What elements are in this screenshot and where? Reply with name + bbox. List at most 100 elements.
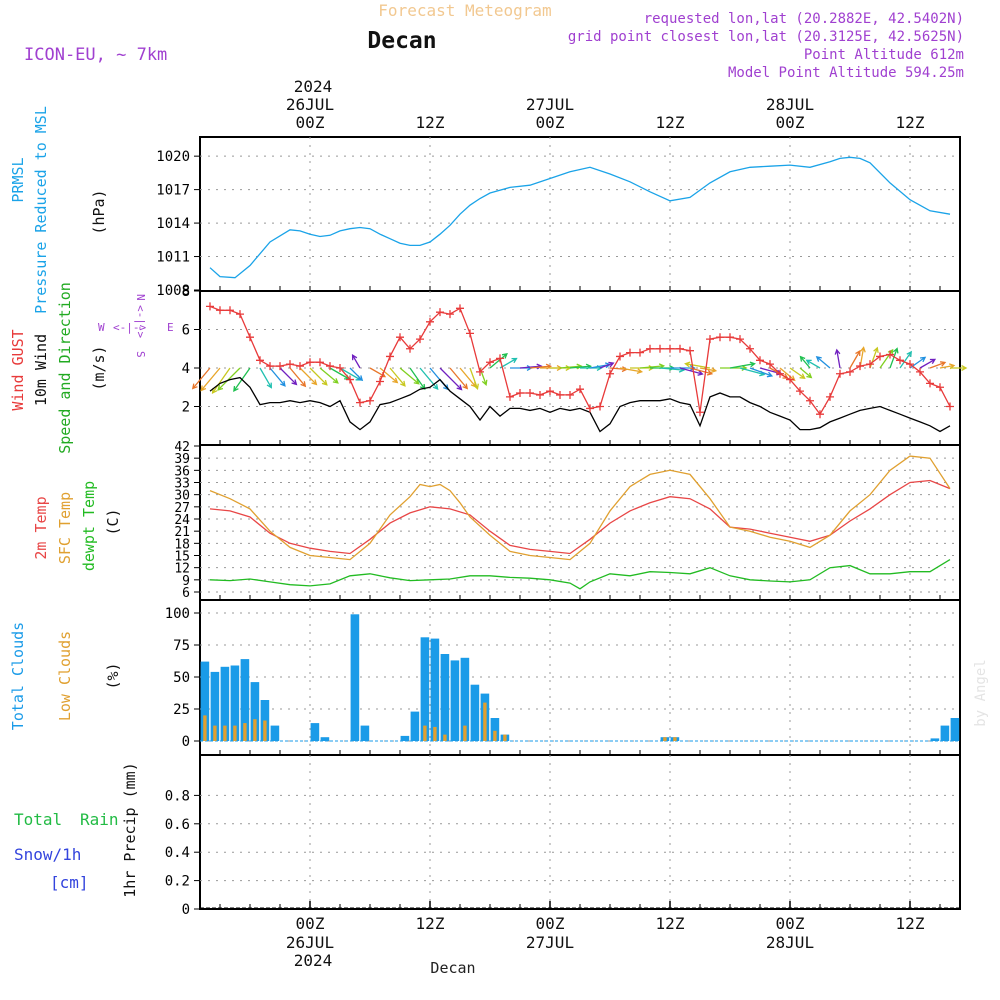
wind-direction-arrow [469,367,479,390]
total-clouds-bar [460,657,470,741]
temp-frame [199,444,961,601]
wind-gust-series-point [296,362,304,371]
temp-ytick-label: 9 [182,574,190,589]
model-point-altitude: Model Point Altitude 594.25m [728,65,964,81]
wind-direction-arrow [259,367,272,389]
wind-label-10m: 10m Wind [32,334,50,406]
wind-direction-arrow [699,367,718,374]
wind-direction-arrow [191,367,211,390]
total-clouds-bar [320,737,330,741]
credit-watermark: by Angel [973,659,989,726]
wind-gust-series-point [896,356,904,365]
total-clouds-bar [400,735,410,741]
wind-unit: (m/s) [90,345,108,390]
wind-label-speed-dir: Speed and Direction [56,282,74,454]
low-clouds-bar [223,725,227,741]
total-clouds-bar [470,684,480,741]
precip-ytick-label: 0.4 [165,845,190,861]
top-hour-label: 12Z [416,113,445,132]
wind-gust-series-point [286,360,294,369]
compass-east: E [167,321,174,334]
compass-north: N [134,294,147,301]
clouds-unit: (%) [104,662,122,689]
clouds-ytick-label: 75 [173,638,190,654]
wind-gust-series-point [336,364,344,372]
precip-ytick-label: 0.2 [165,874,190,890]
pressure-ytick-label: 1008 [156,283,190,299]
wind-gust-series-point [846,367,854,376]
wind-gust-series-point [226,306,234,315]
temp-ytick-label: 36 [174,464,190,479]
wind-gust-series-point [866,360,874,369]
wind-gust-series-point [946,402,954,411]
bottom-hour-label: 12Z [416,914,445,933]
wind-gust-series-point [676,344,684,353]
total-clouds-bar [950,718,960,741]
low-clouds-bar [483,702,487,741]
wind-direction-arrow [889,347,899,369]
low-clouds-bar [253,719,257,741]
top-hour-label: 00Z [776,113,805,132]
wind-gust-series-point [876,352,884,361]
wind-speed-series-line [209,376,951,433]
precip-frame [199,754,961,910]
wind-gust-series-point [346,375,354,384]
wind-gust-series-point [666,344,674,353]
wind-gust-series-point [416,335,424,344]
temp-ytick-label: 39 [174,452,190,467]
temp-ytick-label: 33 [174,477,190,492]
total-clouds-bar [440,654,450,741]
low-clouds-bar [443,734,447,741]
wind-gust-series-point [776,369,784,378]
footer-location: Decan [430,959,475,977]
wind-gust-series-point [926,379,934,388]
wind-gust-series-point [306,358,314,367]
low-clouds-bar [673,737,677,741]
total-clouds-bar [200,661,210,741]
wind-gust-series-point [326,362,334,371]
wind-gust-series-point [566,390,574,399]
precip-label-rain: Rain [80,810,119,829]
total-clouds-bar [450,660,460,741]
wind-direction-arrow [929,361,947,369]
top-year-label: 2024 [294,77,333,96]
precip-panel: 0 0.2 0.4 0.6 0.8 [165,754,961,918]
wind-direction-arrow [799,355,811,369]
total-clouds-bar [350,614,360,741]
wind-gust-series-point [246,333,254,342]
wind-gust-series-point [686,346,694,355]
wind-gust-series-point [586,404,594,413]
bottom-hour-label: 12Z [896,914,925,933]
wind-direction-arrow [351,354,361,369]
point-altitude: Point Altitude 612m [804,47,964,63]
wind-gust-series-point [276,362,284,371]
wind-gust-series-point [266,362,274,371]
compass-south: S [134,351,147,358]
pressure-ytick-label: 1011 [156,250,190,266]
wind-gust-series-point [496,354,504,363]
wind-direction-arrow [599,361,615,369]
top-hour-label: 12Z [896,113,925,132]
pressure-label-prmsl: PRMSL [9,157,27,202]
bottom-hour-label: 00Z [776,914,805,933]
wind-direction-arrow [559,363,583,370]
wind-gust-series-point [656,344,664,353]
wind-direction-arrow [950,365,968,371]
top-date-label: 27JUL [526,95,574,114]
total-clouds-bar [930,738,940,741]
compass-vertical-arrow: <-|-> [134,305,147,338]
temp-sfc-series-line [209,455,951,561]
wind-direction-arrow [899,350,912,369]
wind-direction-arrow [269,367,286,387]
wind-gust-series-point [406,344,414,353]
wind-gust-series-point [746,344,754,353]
temp-ytick-label: 15 [174,550,190,565]
wind-gust-series-point [536,390,544,399]
wind-gust-series-point [626,348,634,357]
wind-ytick-label: 6 [182,323,190,339]
top-date-label: 28JUL [766,95,814,114]
bottom-date-label: 26JUL [286,933,334,952]
